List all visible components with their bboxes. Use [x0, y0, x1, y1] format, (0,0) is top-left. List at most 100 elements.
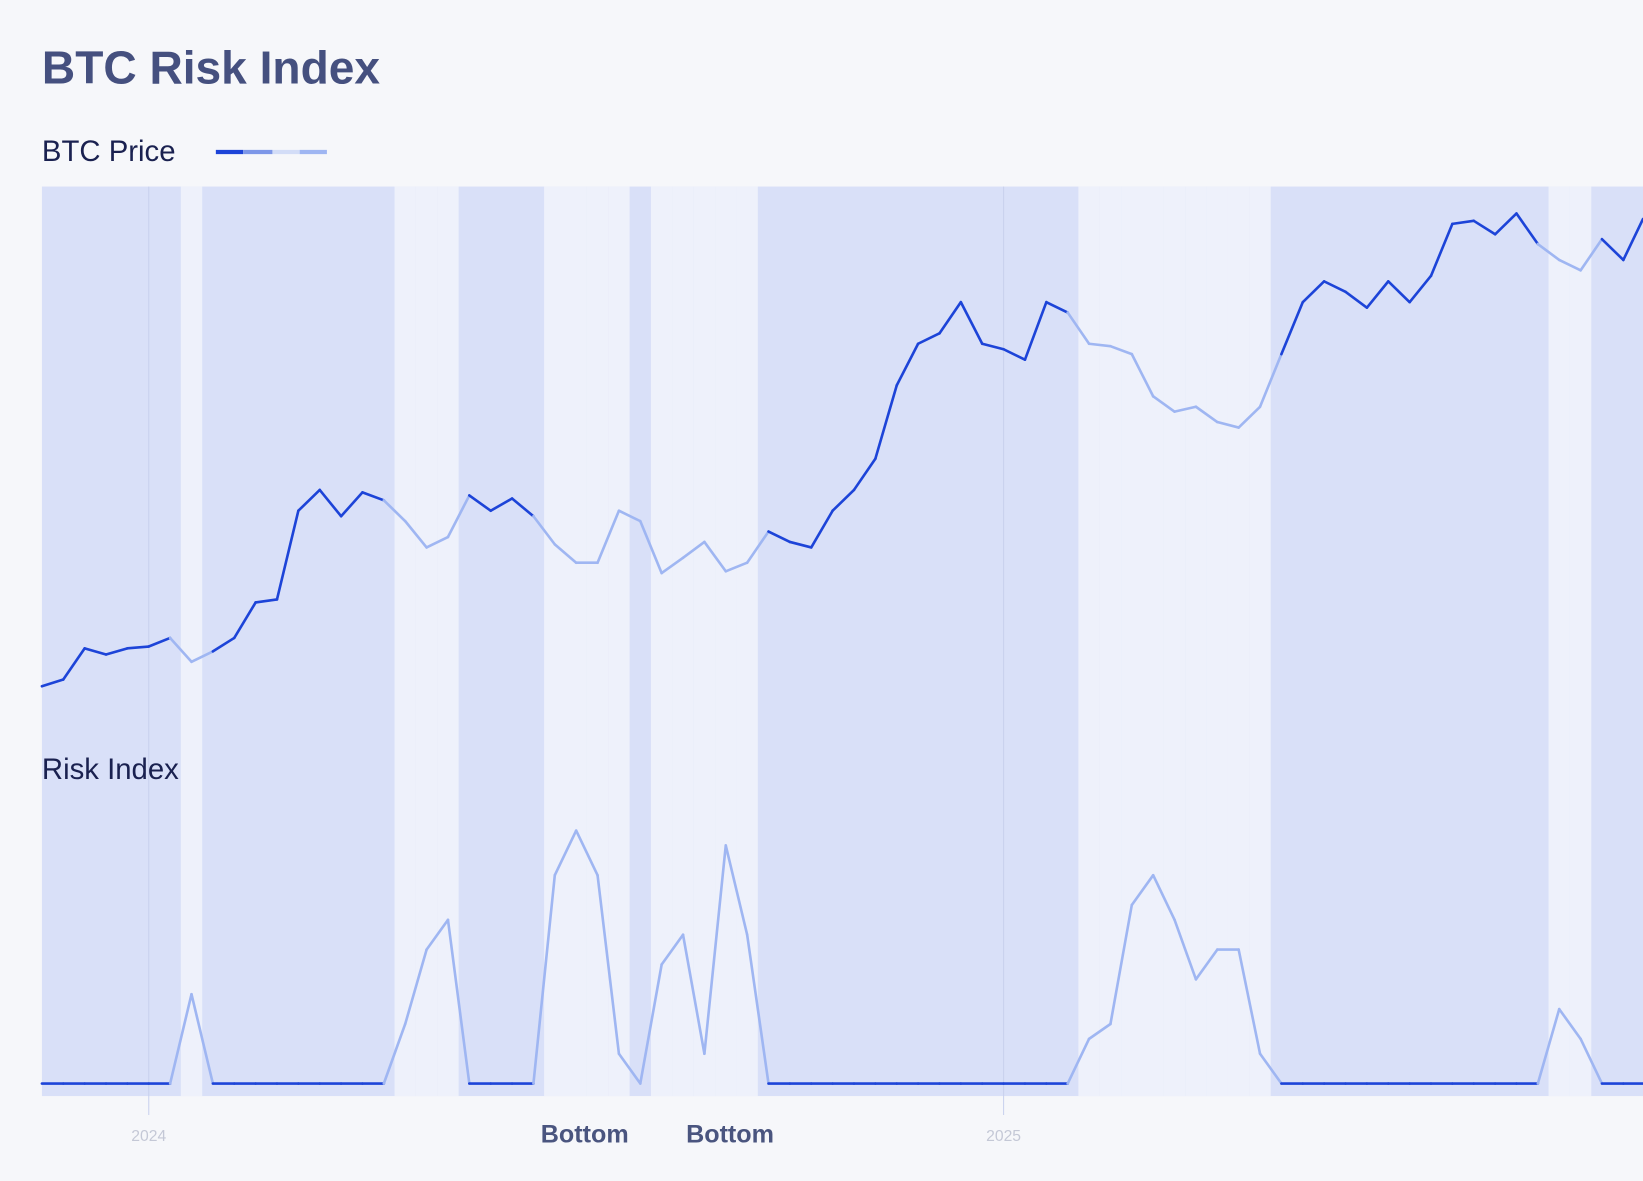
line-segment [126, 645, 151, 650]
line-segment [510, 497, 535, 518]
line-segment [1087, 1022, 1112, 1041]
line-segment [809, 509, 834, 549]
line-segment [1109, 903, 1134, 1026]
line-segment [489, 497, 514, 513]
x-tick-label: 2024 [131, 1128, 166, 1145]
risk-band [1249, 186, 1271, 1097]
line-segment [574, 829, 599, 877]
line-segment [1151, 873, 1176, 922]
risk-band [1185, 186, 1207, 1097]
risk-band [586, 186, 609, 1097]
line-segment [1515, 212, 1540, 246]
line-segment [788, 540, 813, 549]
line-segment [532, 873, 557, 1085]
line-segment [660, 556, 685, 575]
line-segment [425, 918, 450, 951]
risk-band [180, 186, 203, 1097]
line-segment [1536, 242, 1561, 262]
risk-band [437, 186, 459, 1097]
line-segment [446, 494, 471, 539]
line-segment [1408, 274, 1433, 304]
line-segment [403, 519, 428, 549]
plot-background [41, 186, 1643, 1097]
risk-band [1548, 186, 1570, 1097]
line-segment [168, 992, 193, 1085]
line-segment [1173, 405, 1198, 413]
line-segment [1215, 420, 1240, 429]
panel-label: Risk Index [42, 753, 179, 786]
line-segment [104, 647, 129, 656]
line-segment [532, 514, 557, 546]
risk-band [1121, 186, 1143, 1097]
risk-band [394, 186, 416, 1097]
risk-band [1142, 186, 1164, 1097]
line-segment [1194, 405, 1219, 424]
risk-band [1227, 186, 1250, 1097]
line-segment [61, 647, 86, 681]
line-segment [617, 509, 642, 523]
line-segment [959, 300, 984, 346]
line-segment [254, 598, 279, 604]
line-segment [1002, 347, 1027, 361]
line-segment [297, 488, 322, 513]
risk-band [608, 186, 630, 1097]
line-segment [638, 963, 663, 1085]
line-segment [1045, 300, 1070, 314]
grid [148, 186, 1005, 1115]
line-segment [211, 636, 236, 653]
risk-band [736, 186, 758, 1097]
line-segment [1130, 352, 1155, 398]
risk-band [715, 186, 737, 1097]
line-segment [425, 535, 450, 549]
line-segment [1151, 395, 1176, 413]
line-segment [745, 530, 770, 565]
line-segment [703, 844, 728, 1056]
line-segment [980, 342, 1005, 351]
line-segment [596, 509, 621, 565]
line-segment [660, 933, 685, 966]
risk-band [1163, 186, 1186, 1097]
line-segment [318, 488, 343, 518]
line-segment [681, 933, 706, 1056]
risk-band [1078, 186, 1100, 1097]
risk-band [1206, 186, 1228, 1097]
line-segment [553, 829, 578, 877]
line-segment [1386, 280, 1411, 304]
line-segment [1173, 918, 1198, 981]
risk-band [544, 186, 566, 1097]
line-segment [382, 1022, 407, 1085]
line-segment [1280, 300, 1305, 356]
line-segment [1301, 280, 1326, 304]
line-segment [1365, 280, 1390, 309]
labels: 2024 2025 Bottom Bottom [131, 1121, 1021, 1149]
line-segment [1600, 237, 1625, 262]
line-segment [190, 992, 215, 1085]
line-segment [1322, 280, 1347, 294]
line-segment [1493, 212, 1518, 236]
line-segment [874, 384, 899, 461]
line-segment [1622, 217, 1643, 262]
line-segment [745, 933, 770, 1085]
line-segment [446, 918, 471, 1085]
line-segment [275, 509, 300, 601]
line-segment [468, 494, 493, 513]
line-segment [831, 488, 856, 513]
line-segment [361, 491, 386, 502]
line-segment [1579, 1037, 1604, 1085]
annotation: Bottom [686, 1121, 774, 1149]
line-segment [596, 873, 621, 1056]
line-segment [916, 332, 941, 346]
line-segment [1429, 222, 1454, 278]
line-segment [1130, 873, 1155, 907]
line-segment [1451, 219, 1476, 226]
annotation: Bottom [541, 1121, 629, 1149]
line-segment [168, 636, 193, 664]
risk-band [650, 186, 673, 1097]
line-segment [1579, 237, 1604, 272]
line-segment [703, 540, 728, 573]
line-segment [724, 561, 749, 573]
risk-bands [180, 186, 1592, 1097]
line-segment [681, 540, 706, 560]
x-tick-label: 2025 [986, 1128, 1021, 1145]
line-segment [339, 491, 364, 518]
